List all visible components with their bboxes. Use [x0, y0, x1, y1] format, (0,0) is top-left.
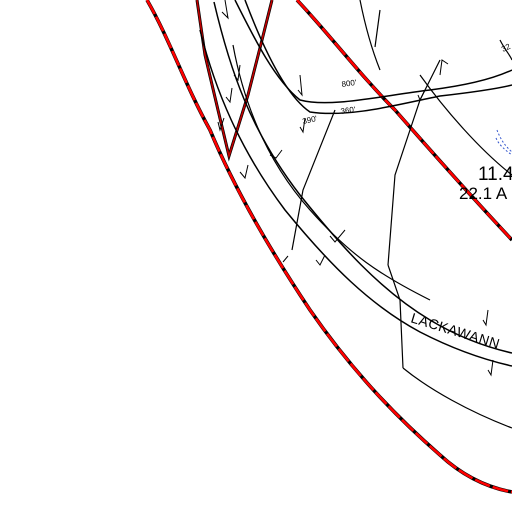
cul-de-sac-road: [234, 0, 512, 104]
lot-line-8: [499, 39, 512, 61]
parcel-red-outline-red: [196, 0, 273, 160]
water-feature-icon-2: [495, 137, 512, 156]
parallel-line: [232, 44, 431, 301]
road-name-label[interactable]: LACKAWANN: [409, 310, 502, 352]
lot-line-7: [419, 74, 512, 176]
dimension-ticks: [217, 0, 494, 377]
lot-line-2: [374, 9, 381, 48]
parcel-acreage-label: 22.1 A: [459, 184, 508, 203]
boundary-line-outer-red: [145, 0, 512, 494]
water-feature-icon: [496, 129, 512, 153]
lot-line-3: [387, 59, 441, 266]
lot-line-4: [387, 264, 404, 369]
dimension-label-800: 800': [341, 78, 357, 89]
parcel-red-outline: [195, 0, 274, 162]
parcel-id-label[interactable]: 11.4: [478, 164, 512, 185]
road-edge-inner: [199, 29, 512, 367]
dimension-label-390: 390': [302, 114, 319, 126]
cul-de-sac-road-2: [244, 0, 512, 115]
boundary-line-inner-red: [296, 0, 512, 241]
dimension-label-360: 360': [340, 105, 356, 116]
lot-line-1: [291, 109, 336, 251]
dimension-label-32: 32: [500, 42, 512, 54]
lot-line-6: [359, 0, 381, 71]
boundary-line-outer: [145, 0, 512, 494]
lot-line-5: [402, 367, 512, 429]
road-edge-outer: [213, 1, 512, 354]
